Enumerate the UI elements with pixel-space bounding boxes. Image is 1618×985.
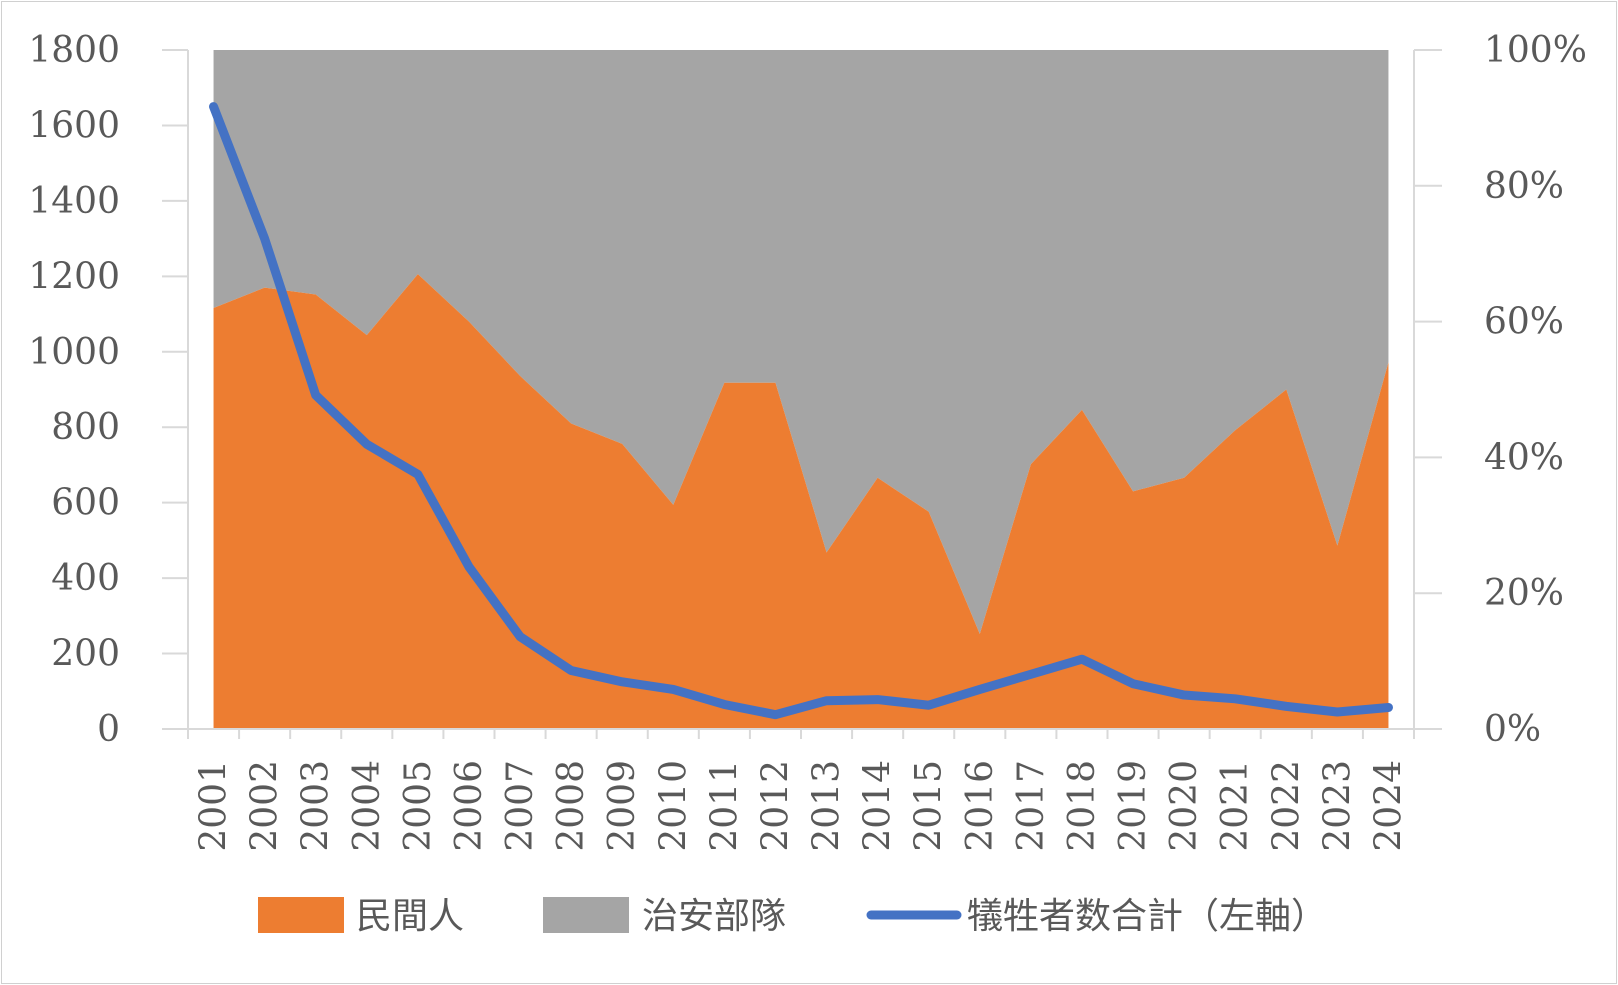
x-tick-label: 2013 (807, 760, 848, 852)
line-total-casualties (209, 102, 1393, 720)
line-point (773, 712, 778, 717)
line-point (415, 472, 420, 477)
y-right-tick-label: 100% (1484, 30, 1587, 71)
x-tick-label: 2023 (1317, 760, 1358, 852)
y-right-tick-label: 20% (1484, 573, 1564, 614)
y-left-tick-label: 200 (51, 634, 120, 675)
y-left-tick-label: 1600 (28, 105, 120, 146)
x-tick-label: 2020 (1164, 760, 1205, 852)
x-tick-label: 2001 (194, 760, 235, 852)
y-left-tick-label: 400 (51, 558, 120, 599)
y-left-tick-label: 1800 (28, 30, 120, 71)
legend-label-civilians: 民間人 (356, 896, 464, 937)
x-tick-label: 2019 (1113, 760, 1154, 852)
x-tick-label: 2024 (1368, 760, 1409, 852)
line-point (262, 236, 267, 241)
legend: 民間人 治安部隊 犠牲者数合計（左軸） (258, 896, 1327, 937)
line-point (211, 104, 216, 109)
line-point (569, 668, 574, 673)
x-tick-label: 2012 (755, 760, 796, 852)
x-tick-label: 2015 (909, 760, 950, 852)
x-tick-label: 2006 (449, 760, 490, 852)
line-point (1182, 693, 1187, 698)
y-left-tick-label: 800 (51, 407, 120, 448)
y-right-tick-label: 40% (1484, 437, 1564, 478)
y-left-tick-label: 600 (51, 483, 120, 524)
line-point (364, 442, 369, 447)
area-security-forces (213, 50, 1389, 634)
x-tick-label: 2005 (398, 760, 439, 852)
legend-label-security-forces: 治安部隊 (642, 896, 786, 937)
line-point (671, 687, 676, 692)
x-tick-label: 2011 (704, 760, 745, 852)
x-tick-label: 2008 (551, 760, 592, 852)
line-point (1386, 705, 1391, 710)
y-right-tick-label: 0% (1484, 709, 1541, 750)
line-point (518, 634, 523, 639)
line-point (466, 564, 471, 569)
line-point (722, 702, 727, 707)
line-point (1079, 657, 1084, 662)
x-tick-label: 2014 (858, 760, 899, 852)
line-point (1131, 681, 1136, 686)
y-left-tick-label: 1400 (28, 181, 120, 222)
line-point (313, 393, 318, 398)
y-left-tick-label: 1200 (28, 256, 120, 297)
line-point (824, 698, 829, 703)
line-point (977, 687, 982, 692)
line-point (875, 697, 880, 702)
x-tick-label: 2002 (245, 760, 286, 852)
x-tick-label: 2009 (602, 760, 643, 852)
x-tick-label: 2022 (1266, 760, 1307, 852)
legend-label-total: 犠牲者数合計（左軸） (967, 896, 1327, 937)
x-tick-label: 2018 (1062, 760, 1103, 852)
x-tick-label: 2016 (960, 760, 1001, 852)
x-tick-label: 2003 (296, 760, 337, 852)
y-right-tick-label: 60% (1484, 302, 1564, 343)
line-point (926, 703, 931, 708)
line-point (1028, 672, 1033, 677)
x-tick-label: 2004 (347, 760, 388, 852)
line-point (1233, 696, 1238, 701)
x-tick-label: 2007 (500, 760, 541, 852)
axis-layer: 0 200 400 600 800 1000 1200 1400 1600 1800 0% 20% 40… (28, 30, 1587, 852)
line-point (620, 679, 625, 684)
x-tick-label: 2010 (653, 760, 694, 852)
y-left-tick-label: 0 (97, 709, 120, 750)
legend-swatch-security-forces (543, 897, 629, 933)
line-point (1284, 704, 1289, 709)
y-left-tick-label: 1000 (28, 332, 120, 373)
y-right-tick-label: 80% (1484, 166, 1564, 207)
line-layer (209, 102, 1393, 720)
x-tick-label: 2017 (1011, 760, 1052, 852)
x-tick-label: 2021 (1215, 760, 1256, 852)
legend-swatch-civilians (258, 897, 344, 933)
line-point (1335, 710, 1340, 715)
area-layer (213, 50, 1389, 729)
